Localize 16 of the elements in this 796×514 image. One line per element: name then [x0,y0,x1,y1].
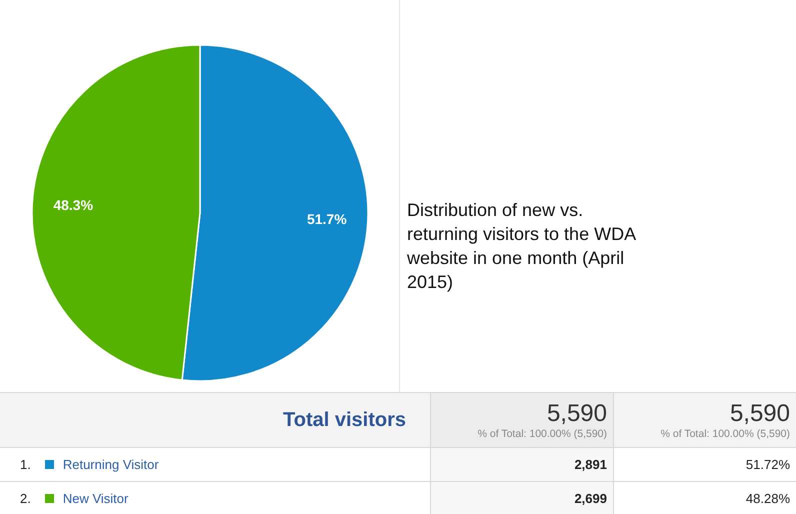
text: 5,590 [728,400,790,428]
data-label: 48.3% [53,197,94,214]
text: 2. [20,491,31,506]
text: 2,891 [430,448,614,482]
text: 5,590 [546,400,607,428]
text: 1. [20,457,31,472]
text: % of Total: 100.00% (5,590) [476,428,607,440]
legend-label: New Visitor [62,491,128,506]
text: 2,699 [430,482,614,514]
text: % of Total: 100.00% (5,590) [660,428,790,440]
text: Total visitors [0,392,430,448]
legend-label: Returning Visitor [62,457,159,472]
text: 48.28% [614,482,796,514]
data-label: 51.7% [306,210,348,227]
text: 51.72% [614,448,796,482]
text: Distribution of new vs. returning visitors to the WDA website in one month (April 2015) [407,199,637,294]
